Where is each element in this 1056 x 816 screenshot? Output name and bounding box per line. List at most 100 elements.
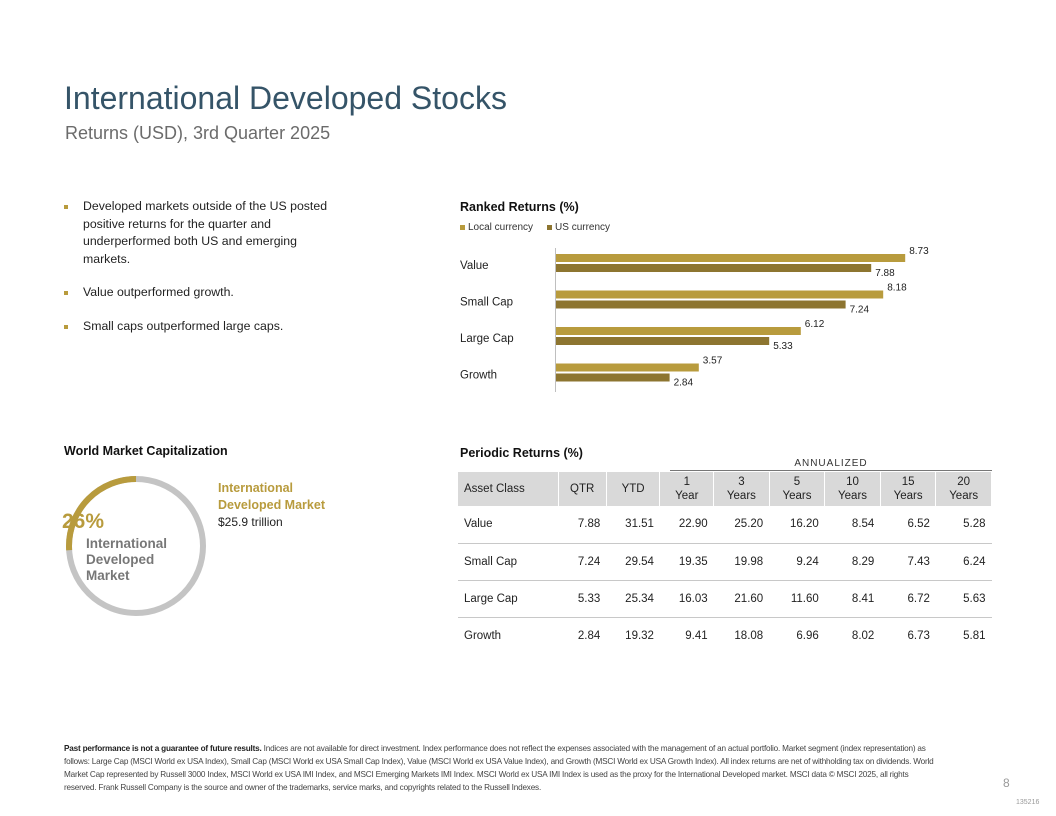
data-label: 8.18 [887, 283, 907, 294]
donut-ring-intl [66, 476, 206, 616]
column-header: 1 Year [659, 472, 715, 506]
column-header: 3 Years [713, 472, 770, 506]
return-cell: 21.60 [713, 580, 770, 618]
legend-label-us: US currency [555, 222, 611, 233]
data-label: 8.73 [909, 246, 929, 257]
ranked-returns-heading: Ranked Returns (%) [460, 200, 579, 214]
return-cell: 5.63 [935, 580, 992, 618]
data-label: 3.57 [703, 356, 723, 367]
return-cell: 16.03 [659, 580, 714, 618]
column-header: QTR [558, 472, 607, 506]
asset-class-cell: Growth [464, 629, 502, 642]
return-cell: 6.72 [880, 580, 936, 618]
column-header: 10 Years [824, 472, 881, 506]
bar-local [556, 327, 801, 335]
table-row: Large Cap 5.33 25.34 16.03 21.60 11.60 8.41 6.7… [458, 580, 992, 618]
column-header: 15 Years [880, 472, 937, 506]
return-cell: 19.32 [625, 629, 654, 642]
asset-class-cell: Value [458, 506, 558, 544]
legend-swatch-local [460, 225, 465, 230]
category-label: Growth [460, 370, 497, 382]
return-cell: 25.34 [606, 580, 660, 618]
ranked-returns-chart: Value 8.73 7.88 Small Cap 8.18 7.24 Large Cap 6… [460, 246, 929, 392]
document-code: 135216 [1016, 799, 1040, 806]
bullet-text: Developed markets outside of the US post… [83, 199, 328, 266]
return-cell: 9.24 [769, 543, 825, 581]
bullet-item: Value outperformed growth. [64, 284, 344, 302]
bullet-marker-icon [64, 291, 68, 295]
return-cell: 7.88 [558, 506, 607, 544]
world-cap-heading: World Market Capitalization [64, 444, 228, 458]
return-cell: 16.20 [769, 506, 825, 544]
asset-class-cell: Small Cap [458, 543, 558, 581]
legend-item-local: Local currency [460, 222, 533, 233]
bar-us [556, 264, 872, 272]
table-row: Value 7.88 31.51 22.90 25.20 16.20 8.54 6.52 5.2… [458, 506, 992, 544]
table-body: Value 7.88 31.51 22.90 25.20 16.20 8.54 6.52 5.2… [458, 506, 992, 654]
return-cell: 31.51 [606, 506, 660, 544]
disclaimer-text: Indices are not available for direct inv… [64, 744, 934, 792]
return-cell: 9.41 [685, 629, 708, 642]
return-cell: 7.43 [880, 543, 936, 581]
bar-us [556, 300, 846, 309]
return-cell: 2.84 [577, 629, 601, 642]
return-cell: 18.08 [734, 629, 764, 642]
category-label: Value [460, 260, 489, 272]
legend-swatch-us [547, 225, 553, 230]
donut-chart [66, 476, 206, 616]
annualized-label: ANNUALIZED [670, 458, 992, 471]
commentary-bullets: Developed markets outside of the US post… [64, 198, 344, 351]
column-header: 20 Years [935, 472, 992, 506]
column-header: YTD [606, 472, 661, 506]
legend-item-us: US currency [547, 222, 610, 233]
bar-local [556, 254, 906, 262]
return-cell: 8.02 [851, 629, 875, 642]
chart-legend: Local currency US currency [460, 222, 610, 233]
asset-class-cell: Large Cap [458, 580, 558, 618]
bullet-marker-icon [64, 205, 68, 209]
bar-local [556, 363, 699, 372]
return-cell: 11.60 [769, 580, 825, 618]
column-header: 5 Years [769, 472, 826, 506]
page-number: 8 [1003, 776, 1010, 790]
return-cell: 8.41 [824, 580, 881, 618]
return-cell: 6.73 [907, 629, 930, 642]
return-cell: 19.35 [659, 543, 714, 581]
data-label: 2.84 [674, 378, 694, 389]
data-label: 6.12 [805, 319, 825, 330]
return-cell: 8.54 [824, 506, 881, 544]
bullet-text: Value outperformed growth. [83, 285, 234, 299]
bullet-text: Small caps outperformed large caps. [83, 318, 284, 333]
return-cell: 7.24 [558, 543, 607, 581]
return-cell: 19.98 [713, 543, 770, 581]
return-cell: 5.81 [963, 629, 986, 642]
column-header: Asset Class [458, 472, 559, 506]
category-label: Small Cap [460, 297, 513, 309]
data-label: 7.88 [875, 268, 895, 279]
table-row: Growth 2.84 19.32 9.41 18.08 6.96 8.02 6.73 5.81 [458, 617, 992, 654]
return-cell: 6.96 [796, 629, 819, 642]
bullet-item: Small caps outperformed large caps. [64, 318, 344, 336]
bar-local [556, 290, 884, 299]
bullet-item: Developed markets outside of the US post… [64, 198, 344, 268]
return-cell: 5.33 [558, 580, 607, 618]
disclaimer-bold: Past performance is not a guarantee of f… [64, 744, 262, 753]
donut-percent: 26% [62, 510, 105, 533]
intl-market-value: $25.9 trillion [218, 515, 283, 529]
return-cell: 6.52 [880, 506, 936, 544]
bar-us [556, 373, 670, 382]
table-header-row: Asset Class QTR YTD 1 Year 3 Years 5 Years 10 Year… [458, 472, 992, 506]
data-label: 5.33 [773, 341, 793, 352]
bullet-marker-icon [64, 324, 68, 329]
return-cell: 8.29 [824, 543, 881, 581]
table-row: Small Cap 7.24 29.54 19.35 19.98 9.24 8.29 7.43… [458, 543, 992, 581]
return-cell: 5.28 [935, 506, 992, 544]
return-cell: 29.54 [606, 543, 660, 581]
data-label: 7.24 [850, 305, 870, 316]
world-cap-donut: 26% International Developed Market [62, 472, 210, 620]
periodic-returns-table: Asset Class QTR YTD 1 Year 3 Years 5 Years 10 Year… [458, 472, 992, 654]
bar-us [556, 337, 770, 345]
legend-label-local: Local currency [468, 222, 534, 233]
page-subtitle: Returns (USD), 3rd Quarter 2025 [65, 123, 331, 143]
category-label: Large Cap [460, 333, 514, 345]
